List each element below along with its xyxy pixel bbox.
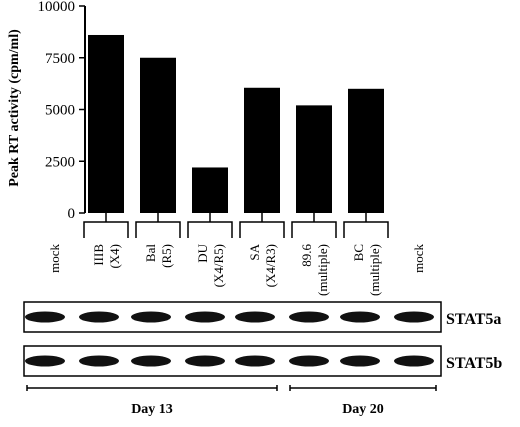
timepoint-label: Day 20 — [342, 402, 384, 417]
blot-band — [394, 311, 434, 323]
blot-band — [79, 311, 119, 323]
timepoint-bracket — [26, 385, 278, 391]
bar — [88, 34, 124, 214]
blot-stat5a: STAT5a — [23, 301, 501, 333]
timepoint-day20: Day 20 — [289, 385, 437, 417]
y-tick-label: 5000 — [45, 103, 75, 119]
bars — [88, 34, 384, 214]
blot-band — [185, 311, 225, 323]
blot-bands — [25, 355, 434, 367]
blot-band — [25, 355, 65, 367]
timepoint-label: Day 13 — [131, 402, 173, 417]
y-tick-label: 10000 — [38, 0, 76, 15]
lane-bracket — [135, 213, 181, 238]
category-label: (X4) — [107, 244, 122, 269]
category-label: Bal — [143, 244, 158, 262]
lane-bracket — [83, 213, 129, 238]
blot-stat5b: STAT5b — [23, 345, 502, 377]
category-label: SA — [247, 243, 262, 260]
blot-band — [79, 355, 119, 367]
blot-band — [235, 355, 275, 367]
category-labels: mock IIIB (X4) Bal (R5) DU (X4/R5) SA (X4/R3) 89.… — [47, 243, 426, 296]
blot-band — [289, 311, 329, 323]
y-tick-label: 7500 — [45, 51, 75, 67]
category-label: DU — [195, 243, 210, 262]
y-axis-label: Peak RT activity (cpm/ml) — [7, 29, 22, 187]
rt-activity-bar-chart: Peak RT activity (cpm/ml) 0 2500 5000 7500 1… — [7, 0, 426, 296]
category-label: mock — [411, 244, 426, 273]
blot-band — [235, 311, 275, 323]
bar — [348, 88, 384, 213]
category-label: (X4/R5) — [211, 244, 226, 287]
lane-bracket — [291, 213, 337, 238]
category-label: (R5) — [159, 244, 174, 268]
category-label: (multiple) — [315, 244, 330, 296]
blot-band — [340, 355, 380, 367]
y-tick-label: 2500 — [45, 154, 75, 170]
bar — [244, 87, 280, 213]
category-label: 89.6 — [299, 244, 314, 267]
blot-band — [131, 355, 171, 367]
blot-label: STAT5b — [446, 355, 502, 372]
lane-bracket — [239, 213, 285, 238]
category-label: (multiple) — [367, 244, 382, 296]
blot-bands — [25, 311, 434, 323]
blot-band — [25, 311, 65, 323]
bar — [296, 105, 332, 213]
y-tick-label: 0 — [68, 206, 76, 222]
blot-band — [394, 355, 434, 367]
category-label: BC — [351, 244, 366, 261]
blot-band — [289, 355, 329, 367]
blot-band — [185, 355, 225, 367]
blot-band — [340, 311, 380, 323]
bar — [192, 167, 228, 213]
category-label: mock — [47, 244, 62, 273]
timepoint-bracket — [289, 385, 437, 391]
category-label: (X4/R3) — [263, 244, 278, 287]
category-label: IIIB — [91, 244, 106, 266]
lane-bracket — [187, 213, 233, 238]
y-ticks: 0 2500 5000 7500 10000 — [38, 0, 85, 222]
lane-bracket — [343, 213, 389, 238]
timepoint-day13: Day 13 — [26, 385, 278, 417]
blot-label: STAT5a — [446, 311, 501, 328]
bar — [140, 57, 176, 213]
lane-brackets — [83, 213, 389, 238]
blot-band — [131, 311, 171, 323]
